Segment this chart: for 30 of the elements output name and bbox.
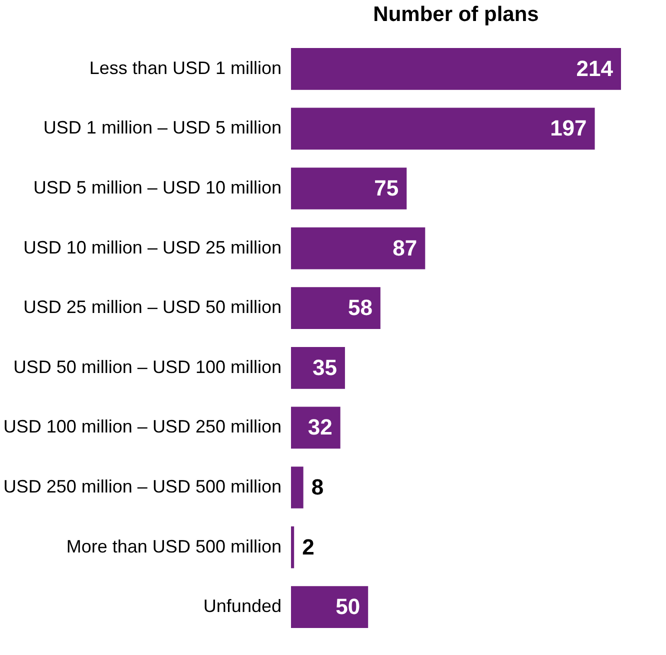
bar: [291, 526, 294, 568]
y-tick-label: USD 250 million – USD 500 million: [3, 476, 282, 496]
y-tick-label: USD 5 million – USD 10 million: [33, 178, 282, 198]
data-label: 50: [336, 594, 360, 620]
bar: [291, 48, 621, 90]
y-tick-label: USD 1 million – USD 5 million: [43, 118, 282, 138]
data-label: 58: [348, 295, 372, 320]
data-label: 75: [374, 176, 399, 200]
y-tick-label: Less than USD 1 million: [89, 58, 282, 78]
data-label: 214: [576, 56, 614, 81]
y-tick-label: USD 50 million – USD 100 million: [13, 356, 282, 377]
data-label: 35: [312, 354, 337, 380]
chart-title: Number of plans: [373, 3, 539, 26]
data-label: 2: [302, 534, 314, 560]
bar: [291, 586, 368, 628]
data-label: 197: [550, 116, 587, 141]
bar: [291, 346, 345, 389]
data-label: 87: [392, 235, 418, 260]
y-tick-label: USD 10 million – USD 25 million: [23, 237, 282, 258]
bar: [291, 227, 426, 270]
bar: [291, 168, 407, 210]
bar: [291, 466, 304, 508]
y-tick-label: More than USD 500 million: [66, 536, 282, 556]
bar: [291, 287, 380, 330]
bar: [291, 108, 595, 150]
y-tick-label: Unfunded: [203, 596, 282, 616]
y-tick-label: USD 25 million – USD 50 million: [23, 297, 282, 318]
data-label: 32: [308, 414, 332, 440]
data-label: 8: [311, 474, 324, 500]
y-tick-label: USD 100 million – USD 250 million: [3, 416, 282, 437]
